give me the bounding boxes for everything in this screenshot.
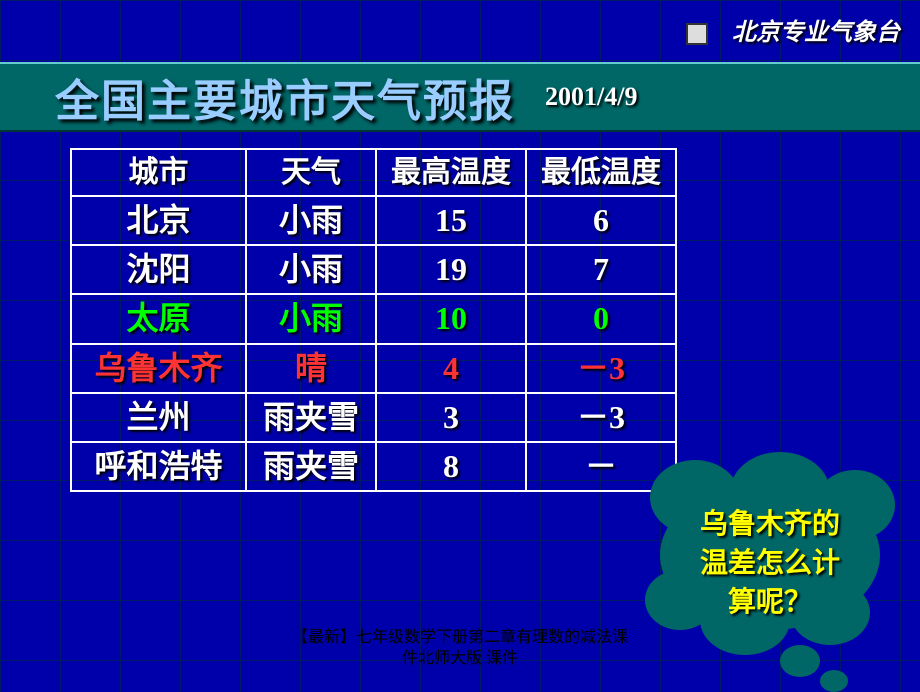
cell-high: 8 [376,442,526,491]
cell-high: 4 [376,344,526,393]
forecast-table-wrap: 城市 天气 最高温度 最低温度 北京 小雨 15 6 沈阳 小雨 19 7 太原… [70,148,677,492]
cell-weather: 小雨 [246,245,376,294]
cell-city: 兰州 [71,393,246,442]
cell-city: 太原 [71,294,246,343]
cell-city: 乌鲁木齐 [71,344,246,393]
col-high: 最高温度 [376,149,526,196]
thought-cloud: 乌鲁木齐的 温差怎么计 算呢？ [640,470,890,650]
cell-weather: 雨夹雪 [246,393,376,442]
cell-low: 7 [526,245,676,294]
cell-weather: 小雨 [246,196,376,245]
table-row: 乌鲁木齐 晴 4 －3 [71,344,676,393]
cell-weather: 晴 [246,344,376,393]
cell-low: －3 [526,393,676,442]
station-header: 北京专业气象台 [686,12,900,47]
cell-low: －3 [526,344,676,393]
cell-high: 10 [376,294,526,343]
cell-city: 呼和浩特 [71,442,246,491]
col-low: 最低温度 [526,149,676,196]
cell-city: 沈阳 [71,245,246,294]
cell-weather: 小雨 [246,294,376,343]
cell-high: 3 [376,393,526,442]
cloud-text: 乌鲁木齐的 温差怎么计 算呢？ [670,505,870,623]
table-row: 沈阳 小雨 19 7 [71,245,676,294]
footer: 【最新】七年级数学下册第二章有理数的减法课 件北师大版 课件 [0,628,920,670]
title-bar: 全国主要城市天气预报 2001/4/9 [0,62,920,132]
table-header-row: 城市 天气 最高温度 最低温度 [71,149,676,196]
station-label: 北京专业气象台 [732,20,900,46]
forecast-table: 城市 天气 最高温度 最低温度 北京 小雨 15 6 沈阳 小雨 19 7 太原… [70,148,677,492]
cell-city: 北京 [71,196,246,245]
table-row: 北京 小雨 15 6 [71,196,676,245]
cell-weather: 雨夹雪 [246,442,376,491]
square-icon [686,23,708,45]
cell-low: 6 [526,196,676,245]
cell-high: 19 [376,245,526,294]
table-row: 太原 小雨 10 0 [71,294,676,343]
col-weather: 天气 [246,149,376,196]
table-row: 呼和浩特 雨夹雪 8 － [71,442,676,491]
table-row: 兰州 雨夹雪 3 －3 [71,393,676,442]
cell-low: 0 [526,294,676,343]
page-title: 全国主要城市天气预报 [55,65,515,129]
col-city: 城市 [71,149,246,196]
cell-high: 15 [376,196,526,245]
title-date: 2001/4/9 [545,82,637,112]
